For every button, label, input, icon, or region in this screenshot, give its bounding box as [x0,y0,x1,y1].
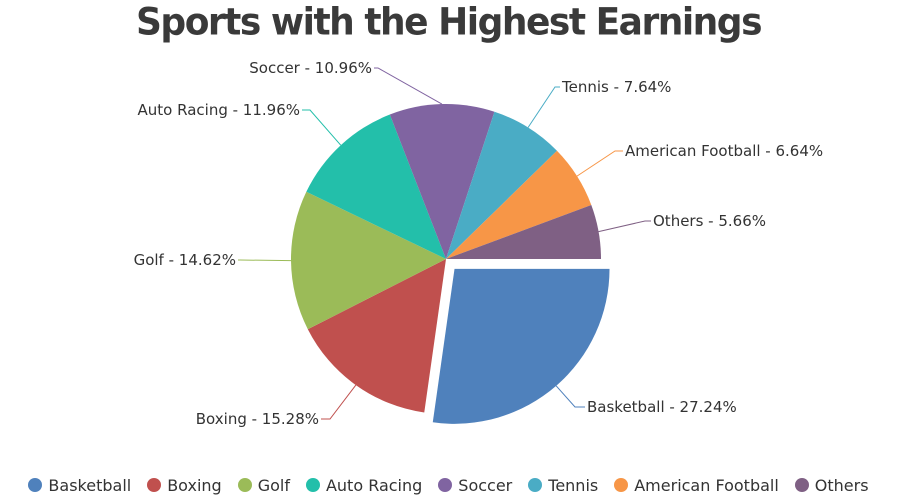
legend-marker-icon [528,478,543,492]
pie-slice-boxing[interactable] [307,259,446,413]
legend: Basketball Boxing Golf Auto Racing Soccer Ten… [0,471,897,499]
connector-line [302,109,342,146]
connector-line [238,259,292,262]
legend-item-boxing[interactable]: Boxing [147,475,222,495]
legend-item-basketball[interactable]: Basketball [28,476,131,495]
legend-item-others[interactable]: Others [794,475,869,495]
pie-slice-american-football[interactable] [446,150,592,259]
legend-marker-icon [147,478,162,492]
pie-slice-tennis[interactable] [446,111,557,260]
data-label-basketball: Basketball - 27.24% [587,398,737,416]
legend-item-golf[interactable]: Golf [237,475,290,495]
legend-label: Boxing [167,475,222,495]
legend-item-tennis[interactable]: Tennis [528,476,598,495]
connector-line [598,220,651,233]
connector-line [576,150,623,177]
legend-marker-icon [237,478,252,492]
legend-label: Others [814,475,869,495]
connector-line [374,67,443,105]
data-label-tennis: Tennis - 7.64% [561,78,671,96]
legend-label: Soccer [458,475,513,495]
legend-marker-icon [794,478,809,492]
legend-label: Golf [257,475,290,495]
connector-line [321,384,357,420]
legend-label: Tennis [548,475,599,495]
legend-marker-icon [305,478,320,492]
pie-chart: Basketball - 27.24% Boxing - 15.28% Golf -… [134,59,824,428]
legend-label: Basketball [48,475,132,495]
data-label-boxing: Boxing - 15.28% [196,410,319,428]
data-label-auto-racing: Auto Racing - 11.96% [138,101,300,119]
pie-slice-golf[interactable] [291,191,446,330]
data-label-golf: Golf - 14.62% [134,251,236,269]
legend-item-american-football[interactable]: American Football [614,476,779,495]
data-label-others: Others - 5.66% [653,212,766,230]
legend-marker-icon [438,478,453,492]
connector-line [527,86,560,128]
pie-slice-others[interactable] [446,205,601,259]
legend-item-auto-racing[interactable]: Auto Racing [305,475,423,495]
pie-slice-basketball[interactable] [432,268,610,424]
legend-marker-icon [614,478,629,492]
pie-slice-soccer[interactable] [389,103,495,259]
legend-marker-icon [28,478,43,492]
legend-item-soccer[interactable]: Soccer [438,476,512,495]
legend-label: Auto Racing [325,475,423,495]
legend-label: American Football [634,475,779,495]
connector-line [555,385,585,408]
data-label-american-football: American Football - 6.64% [625,142,823,160]
chart-title: Sports with the Highest Earnings [136,0,763,45]
pie-slice-auto-racing[interactable] [306,114,446,259]
data-label-soccer: Soccer - 10.96% [249,59,372,77]
